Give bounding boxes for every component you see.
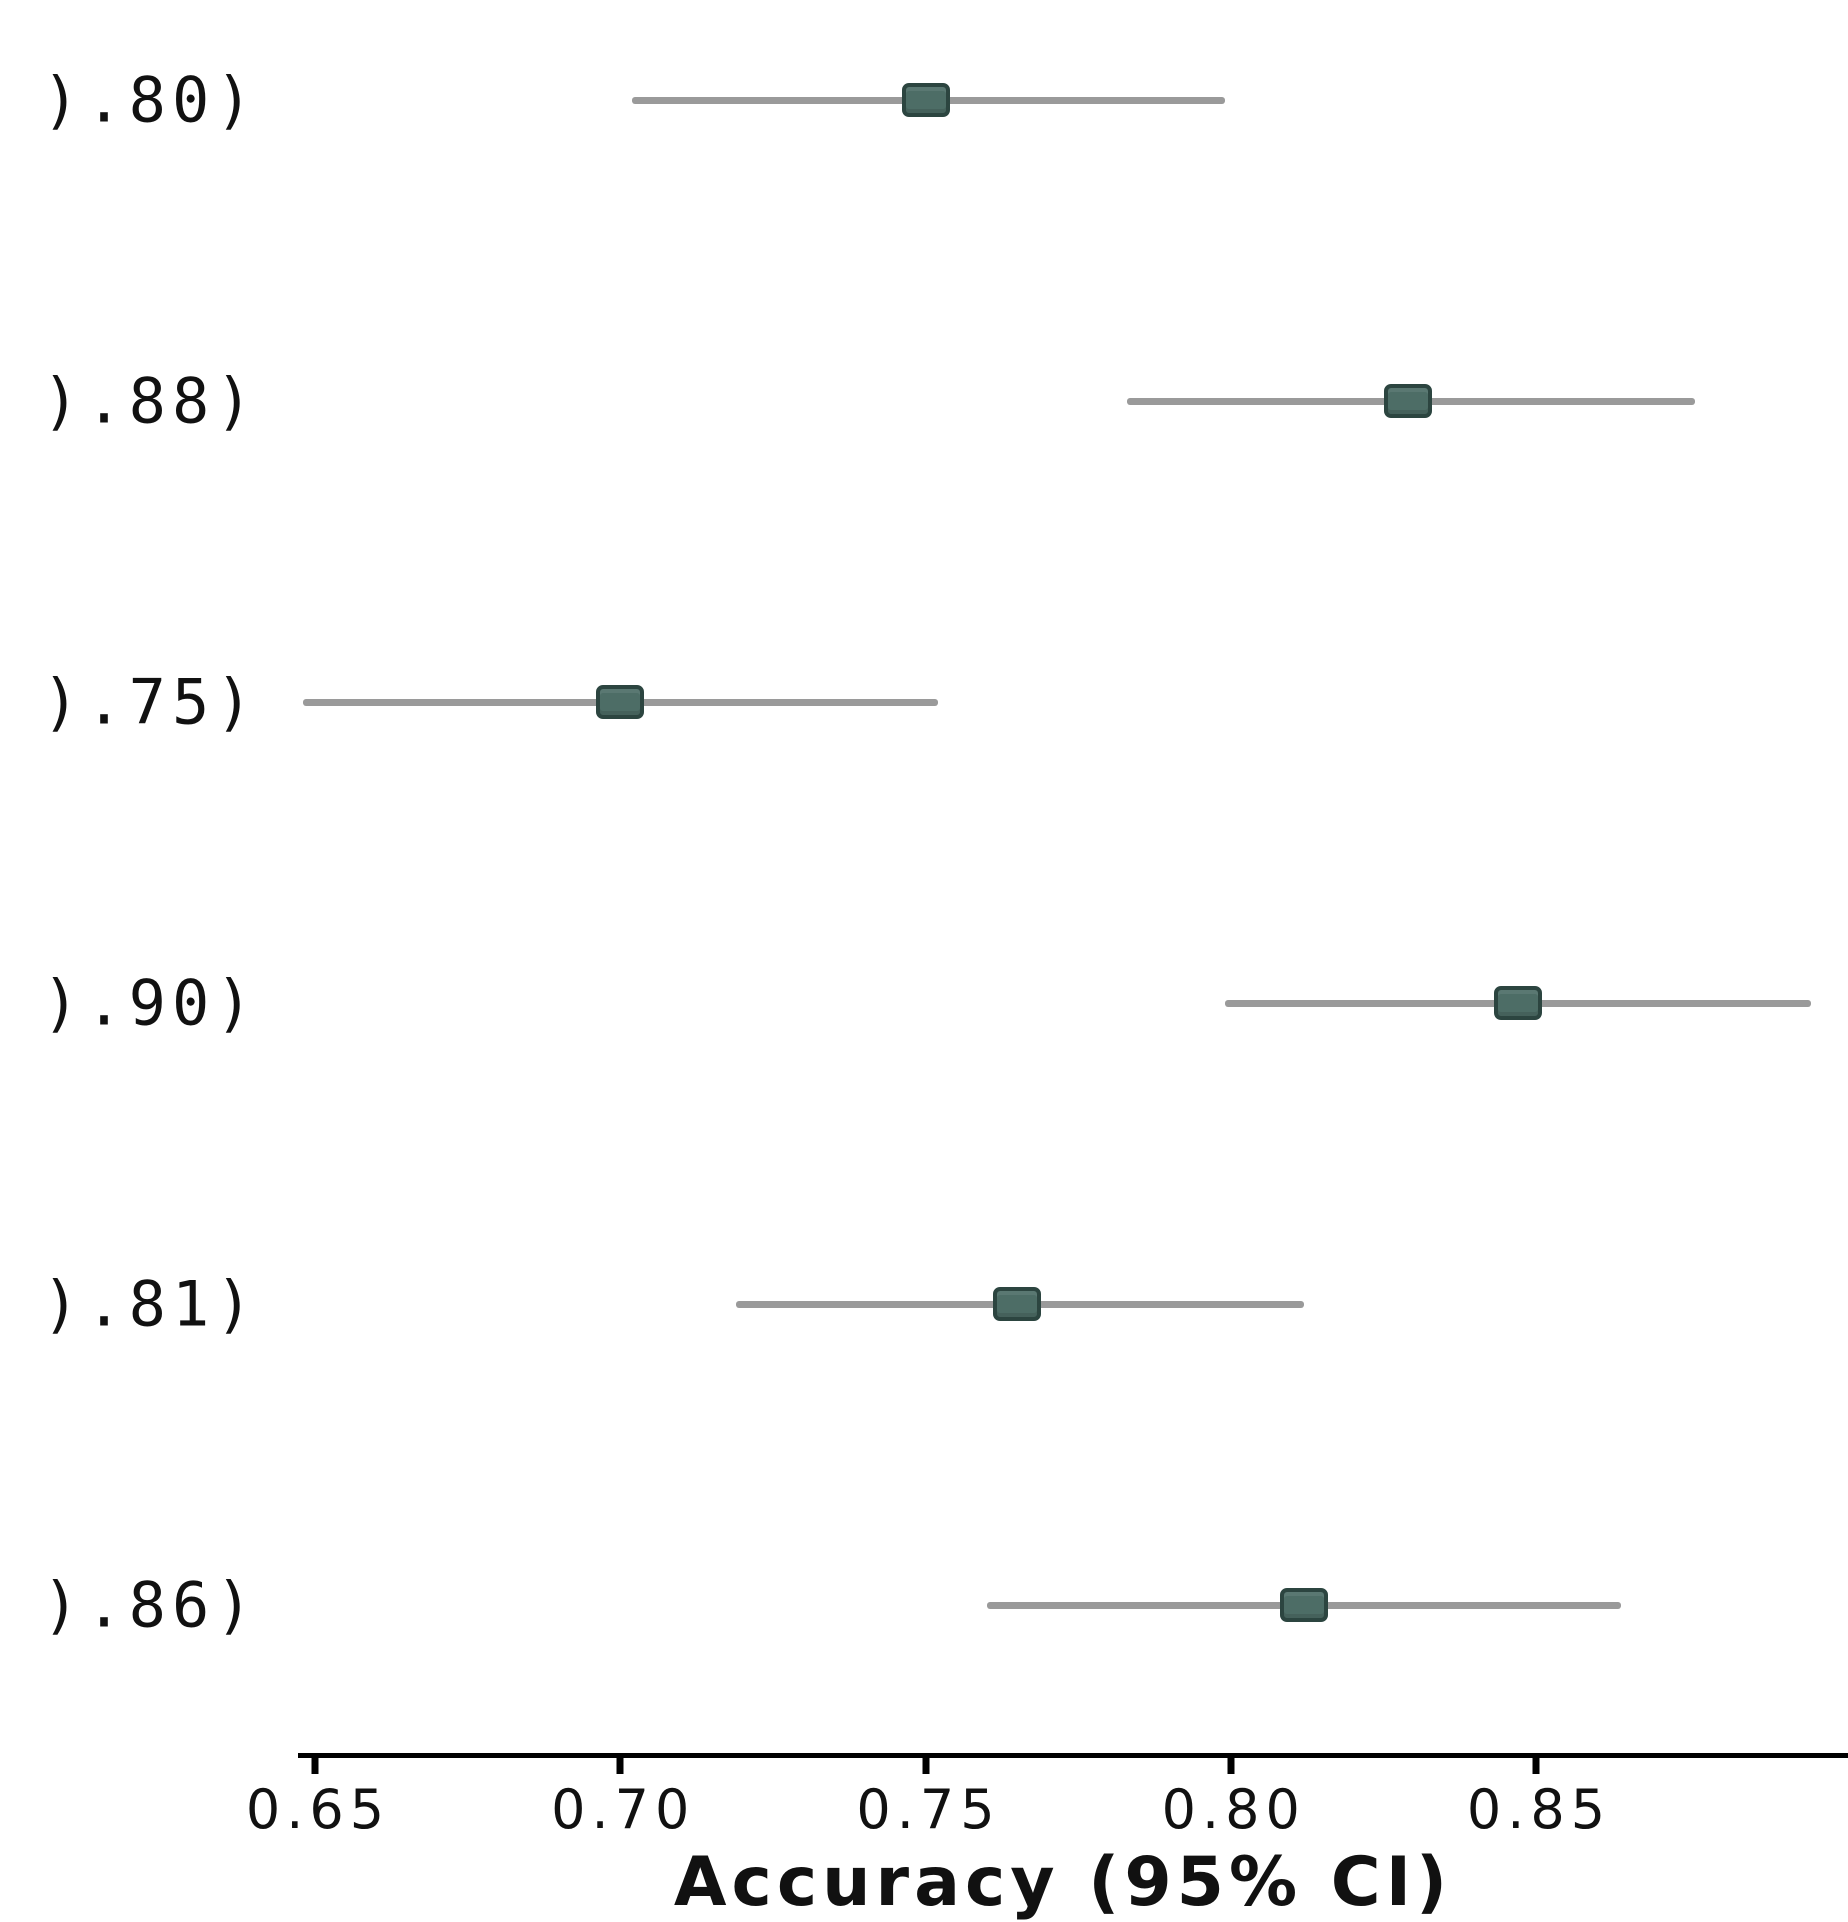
x-tick-mark <box>1227 1758 1235 1774</box>
row-ci-label: ).80) <box>42 63 259 137</box>
x-tick-label: 0.75 <box>856 1778 1001 1841</box>
x-axis-line <box>298 1753 1848 1758</box>
row-ci-label: ).90) <box>42 966 259 1040</box>
point-estimate-marker <box>1280 1588 1328 1622</box>
point-estimate-marker <box>1383 384 1432 418</box>
point-estimate-marker <box>993 1287 1042 1321</box>
point-estimate-marker <box>1493 986 1542 1020</box>
point-estimate-marker <box>596 685 645 719</box>
x-tick-mark <box>1532 1758 1540 1774</box>
row-ci-label: ).86) <box>42 1568 259 1642</box>
x-tick-mark <box>922 1758 929 1774</box>
x-tick-label: 0.85 <box>1466 1778 1612 1841</box>
row-ci-label: ).81) <box>42 1267 259 1341</box>
x-tick-label: 0.70 <box>551 1778 696 1841</box>
x-axis-title: Accuracy (95% CI) <box>673 1843 1453 1922</box>
x-tick-mark <box>311 1758 319 1774</box>
row-ci-label: ).88) <box>42 364 259 438</box>
x-tick-mark <box>616 1758 624 1774</box>
x-tick-label: 0.65 <box>245 1778 391 1841</box>
row-ci-label: ).75) <box>42 665 259 739</box>
x-tick-label: 0.80 <box>1161 1778 1306 1841</box>
point-estimate-marker <box>901 83 950 117</box>
